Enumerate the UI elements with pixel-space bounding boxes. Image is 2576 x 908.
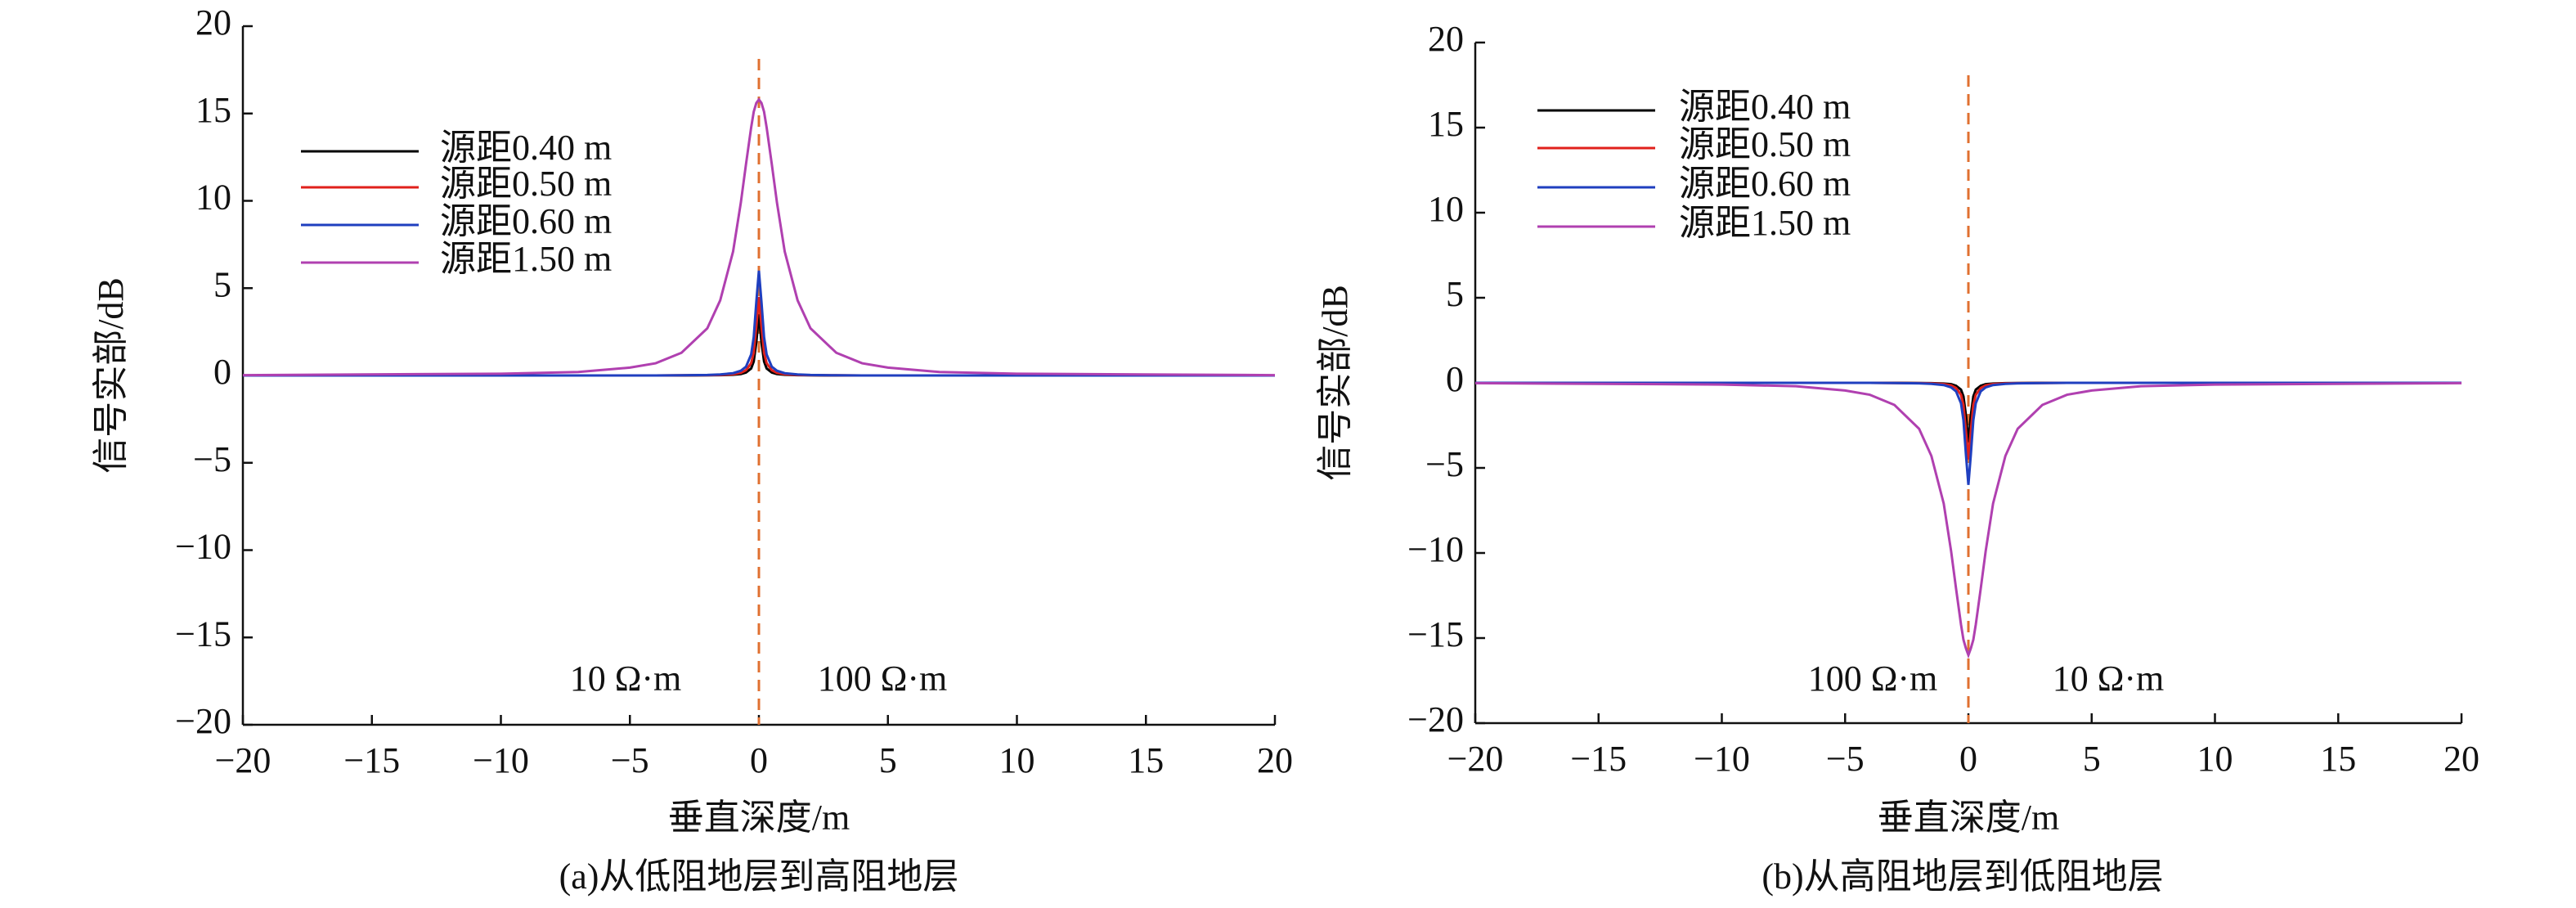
y-tick-label: 0 [213, 352, 231, 392]
x-tick-label: −5 [611, 740, 649, 780]
data-line [243, 270, 1275, 377]
x-tick-label: −20 [215, 740, 272, 780]
x-tick-label: 10 [2197, 739, 2233, 779]
x-tick-label: −10 [473, 740, 529, 780]
caption: (b)从高阻地层到低阻地层 [1761, 856, 2163, 897]
annotation: 10 Ω·m [570, 659, 682, 699]
x-axis-label: 垂直深度/m [668, 798, 850, 838]
legend-label: 源距0.50 m [1679, 124, 1851, 164]
x-tick-label: −10 [1694, 739, 1750, 779]
caption: (a)从低阻地层到高阻地层 [559, 856, 959, 897]
legend-label: 源距0.50 m [440, 164, 612, 204]
legend-label: 源距1.50 m [1679, 203, 1851, 243]
data-line [1475, 381, 2462, 443]
y-tick-label: 5 [213, 264, 231, 304]
y-tick-label: −5 [193, 439, 231, 479]
annotation: 100 Ω·m [818, 659, 948, 699]
y-tick-label: −5 [1425, 444, 1464, 484]
y-tick-label: −10 [175, 527, 231, 567]
data-line [1475, 381, 2462, 485]
x-tick-label: 10 [999, 740, 1035, 780]
x-tick-label: −15 [343, 740, 400, 780]
y-axis-label: 信号实部/dB [91, 277, 131, 474]
annotation: 100 Ω·m [1808, 659, 1938, 699]
data-line [242, 97, 1276, 377]
x-tick-label: 20 [1257, 740, 1293, 780]
x-tick-label: 20 [2444, 739, 2480, 779]
legend-label: 源距0.60 m [1679, 164, 1851, 204]
x-tick-label: 5 [2083, 739, 2101, 779]
x-axis-label: 垂直深度/m [1878, 798, 2059, 838]
x-tick-label: −15 [1570, 739, 1627, 779]
y-tick-label: 20 [1428, 19, 1464, 59]
y-tick-label: 0 [1446, 359, 1464, 399]
data-line [1474, 381, 2462, 659]
y-tick-label: 5 [1446, 274, 1464, 314]
y-tick-label: 10 [195, 178, 231, 218]
x-tick-label: 15 [2320, 739, 2356, 779]
legend-label: 源距0.40 m [440, 128, 612, 168]
x-tick-label: 5 [879, 740, 897, 780]
y-tick-label: 20 [195, 2, 231, 43]
legend-label: 源距0.40 m [1679, 87, 1851, 127]
y-tick-label: 10 [1428, 189, 1464, 229]
x-tick-label: 15 [1128, 740, 1164, 780]
y-axis-label: 信号实部/dB [1315, 285, 1355, 481]
x-tick-label: −5 [1826, 739, 1865, 779]
legend-label: 源距1.50 m [440, 239, 612, 279]
x-tick-label: 0 [1959, 739, 1977, 779]
x-tick-label: 0 [750, 740, 768, 780]
y-tick-label: −10 [1407, 529, 1464, 569]
y-tick-label: 15 [1428, 104, 1464, 144]
legend-label: 源距0.60 m [440, 201, 612, 241]
y-tick-label: −15 [175, 614, 231, 654]
y-tick-label: −20 [1407, 699, 1464, 739]
y-tick-label: −20 [175, 701, 231, 741]
x-tick-label: −20 [1447, 739, 1504, 779]
annotation: 10 Ω·m [2053, 659, 2165, 699]
y-tick-label: 15 [195, 90, 231, 130]
y-tick-label: −15 [1407, 614, 1464, 654]
